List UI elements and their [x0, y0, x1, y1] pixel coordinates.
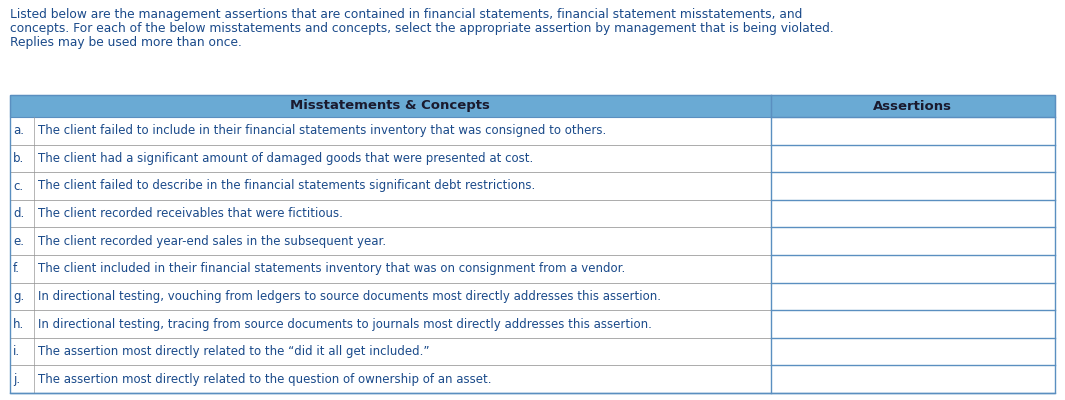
- Text: The client included in their financial statements inventory that was on consignm: The client included in their financial s…: [38, 262, 625, 275]
- Bar: [10, 117, 771, 144]
- Bar: [10, 95, 1055, 117]
- Text: In directional testing, tracing from source documents to journals most directly : In directional testing, tracing from sou…: [38, 318, 652, 330]
- Bar: [10, 144, 771, 172]
- Text: The client had a significant amount of damaged goods that were presented at cost: The client had a significant amount of d…: [38, 152, 534, 165]
- Bar: [10, 172, 771, 200]
- Bar: [10, 310, 771, 338]
- Bar: [771, 144, 1055, 172]
- Bar: [771, 366, 1055, 393]
- Bar: [771, 310, 1055, 338]
- Text: Replies may be used more than once.: Replies may be used more than once.: [10, 36, 242, 49]
- Text: In directional testing, vouching from ledgers to source documents most directly : In directional testing, vouching from le…: [38, 290, 661, 303]
- Bar: [10, 95, 1055, 393]
- Bar: [10, 227, 771, 255]
- Text: Misstatements & Concepts: Misstatements & Concepts: [291, 100, 490, 112]
- Bar: [771, 200, 1055, 227]
- Text: The assertion most directly related to the “did it all get included.”: The assertion most directly related to t…: [38, 345, 429, 358]
- Text: g.: g.: [13, 290, 24, 303]
- Text: d.: d.: [13, 207, 24, 220]
- Bar: [10, 366, 771, 393]
- Text: a.: a.: [13, 124, 24, 137]
- Bar: [10, 255, 771, 283]
- Bar: [771, 338, 1055, 366]
- Text: The client failed to include in their financial statements inventory that was co: The client failed to include in their fi…: [38, 124, 606, 137]
- Text: Listed below are the management assertions that are contained in financial state: Listed below are the management assertio…: [10, 8, 802, 21]
- Text: e.: e.: [13, 235, 24, 248]
- Bar: [771, 172, 1055, 200]
- Text: Assertions: Assertions: [873, 100, 952, 112]
- Text: h.: h.: [13, 318, 24, 330]
- Bar: [10, 283, 771, 310]
- Bar: [10, 338, 771, 366]
- Text: f.: f.: [13, 262, 20, 275]
- Bar: [771, 227, 1055, 255]
- Text: The client recorded receivables that were fictitious.: The client recorded receivables that wer…: [38, 207, 343, 220]
- Bar: [10, 200, 771, 227]
- Text: j.: j.: [13, 373, 20, 386]
- Text: b.: b.: [13, 152, 24, 165]
- Bar: [771, 255, 1055, 283]
- Text: The client failed to describe in the financial statements significant debt restr: The client failed to describe in the fin…: [38, 180, 536, 192]
- Bar: [771, 283, 1055, 310]
- Text: concepts. For each of the below misstatements and concepts, select the appropria: concepts. For each of the below misstate…: [10, 22, 834, 35]
- Text: The client recorded year-end sales in the subsequent year.: The client recorded year-end sales in th…: [38, 235, 387, 248]
- Text: c.: c.: [13, 180, 23, 192]
- Text: The assertion most directly related to the question of ownership of an asset.: The assertion most directly related to t…: [38, 373, 492, 386]
- Text: i.: i.: [13, 345, 20, 358]
- Bar: [771, 117, 1055, 144]
